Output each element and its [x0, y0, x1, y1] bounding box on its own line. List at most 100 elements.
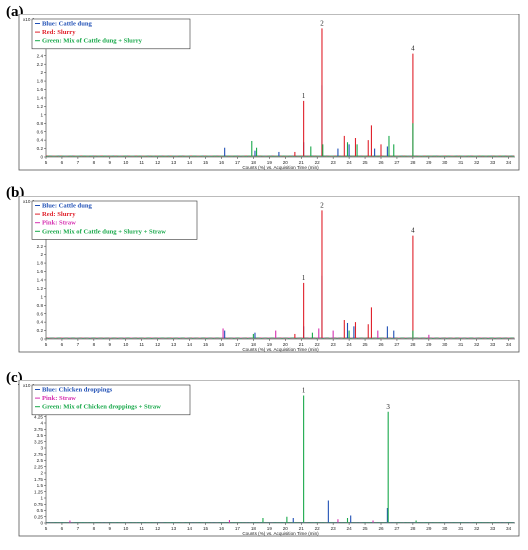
peak-label: 2 — [320, 19, 324, 27]
x-tick-label: 12 — [155, 160, 161, 165]
x-axis-label: Counts (%) vs. Acquisition Time (min) — [242, 347, 319, 352]
y-tick-label: 1 — [40, 496, 43, 501]
x-tick-label: 11 — [139, 526, 144, 531]
x-tick-label: 26 — [378, 342, 384, 347]
peak-label: 4 — [411, 227, 415, 235]
x-tick-label: 17 — [235, 526, 241, 531]
y-tick-label: 2.75 — [34, 452, 43, 457]
x-tick-label: 13 — [171, 342, 177, 347]
x-tick-label: 20 — [283, 160, 289, 165]
series-baseline — [45, 337, 515, 339]
x-tick-label: 18 — [251, 342, 257, 347]
legend-entry: Green: Mix of Cattle dung + Slurry — [42, 38, 143, 45]
x-tick-label: 13 — [171, 526, 177, 531]
x-tick-label: 8 — [93, 526, 96, 531]
x-tick-label: 21 — [299, 526, 305, 531]
x-tick-label: 24 — [347, 160, 353, 165]
x-tick-label: 19 — [267, 526, 273, 531]
x-tick-label: 25 — [362, 526, 368, 531]
x-tick-label: 9 — [109, 526, 112, 531]
y-tick-label: 2.2 — [37, 62, 44, 67]
y-tick-label: 0 — [40, 155, 43, 160]
x-tick-label: 6 — [61, 526, 64, 531]
x-tick-label: 27 — [394, 342, 400, 347]
y-tick-label: 1.75 — [34, 477, 43, 482]
peak-label: 4 — [411, 45, 415, 53]
x-tick-label: 32 — [474, 342, 480, 347]
y-tick-label: 0.6 — [37, 129, 44, 134]
peak-label: 2 — [320, 201, 324, 209]
y-tick-label: 3.5 — [37, 433, 44, 438]
x-tick-label: 20 — [283, 342, 289, 347]
legend-box — [31, 18, 191, 50]
y-tick-label: 0 — [40, 337, 43, 342]
y-tick-label: 0.8 — [37, 121, 44, 126]
x-tick-label: 33 — [490, 160, 496, 165]
y-tick-label: 2.25 — [34, 464, 43, 469]
x-tick-label: 5 — [45, 342, 48, 347]
x-tick-label: 32 — [474, 526, 480, 531]
x-tick-label: 22 — [315, 342, 321, 347]
y-tick-label: 1.2 — [37, 286, 44, 291]
legend-entry: Green: Mix of Cattle dung + Slurry + Str… — [42, 228, 166, 235]
y-tick-label: 0.6 — [37, 311, 44, 316]
y-tick-label: 1.4 — [37, 96, 44, 101]
y-tick-label: 1.5 — [37, 483, 44, 488]
y-tick-label: 0.25 — [34, 514, 43, 519]
x-tick-label: 14 — [187, 160, 193, 165]
x-axis-label: Counts (%) vs. Acquisition Time (min) — [242, 165, 319, 170]
x-tick-label: 25 — [362, 342, 368, 347]
y-tick-label: 2 — [40, 252, 43, 257]
x-tick-label: 22 — [315, 160, 321, 165]
x-tick-label: 22 — [315, 526, 321, 531]
x-tick-label: 12 — [155, 342, 161, 347]
x-tick-label: 32 — [474, 160, 480, 165]
x-tick-label: 11 — [139, 160, 144, 165]
x-tick-label: 27 — [394, 526, 400, 531]
x-tick-label: 23 — [331, 342, 337, 347]
x-tick-label: 34 — [506, 160, 512, 165]
x-tick-label: 28 — [410, 160, 416, 165]
chromatogram-chart-b: x10 400.20.40.60.811.21.41.61.822.22.42.… — [18, 196, 520, 353]
x-tick-label: 17 — [235, 160, 241, 165]
y-tick-label: 1.8 — [37, 261, 44, 266]
x-tick-label: 30 — [442, 342, 448, 347]
x-tick-label: 21 — [299, 160, 305, 165]
x-tick-label: 27 — [394, 160, 400, 165]
legend-entry: Red: Slurry — [42, 211, 76, 218]
x-tick-label: 28 — [410, 342, 416, 347]
x-tick-label: 19 — [267, 160, 273, 165]
legend-entry: Pink: Straw — [42, 395, 76, 402]
x-tick-label: 5 — [45, 526, 48, 531]
x-tick-label: 28 — [410, 526, 416, 531]
x-tick-label: 14 — [187, 342, 193, 347]
x-tick-label: 26 — [378, 526, 384, 531]
x-tick-label: 29 — [426, 160, 432, 165]
x-tick-label: 29 — [426, 342, 432, 347]
peak-label: 1 — [302, 274, 306, 282]
panel-label-c: (c) — [6, 370, 23, 386]
x-tick-label: 34 — [506, 526, 512, 531]
y-exponent-label: x10 4 — [23, 17, 35, 22]
x-tick-label: 21 — [299, 342, 305, 347]
y-exponent-label: x10 4 — [23, 383, 35, 388]
peak-label: 1 — [302, 387, 306, 395]
x-tick-label: 31 — [458, 160, 464, 165]
y-tick-label: 0.5 — [37, 508, 44, 513]
x-tick-label: 7 — [77, 526, 80, 531]
x-tick-label: 13 — [171, 160, 177, 165]
x-tick-label: 18 — [251, 526, 257, 531]
legend-entry: Blue: Cattle dung — [42, 21, 93, 28]
y-tick-label: 2.2 — [37, 244, 44, 249]
x-tick-label: 34 — [506, 342, 512, 347]
x-tick-label: 16 — [219, 342, 225, 347]
x-tick-label: 16 — [219, 526, 225, 531]
y-tick-label: 0.4 — [37, 138, 44, 143]
y-tick-label: 1.6 — [37, 87, 44, 92]
legend-entry: Blue: Chicken droppings — [42, 387, 113, 394]
x-tick-label: 31 — [458, 342, 464, 347]
legend-box — [31, 384, 191, 416]
x-tick-label: 14 — [187, 526, 193, 531]
x-tick-label: 33 — [490, 526, 496, 531]
y-tick-label: 2.4 — [37, 53, 44, 58]
